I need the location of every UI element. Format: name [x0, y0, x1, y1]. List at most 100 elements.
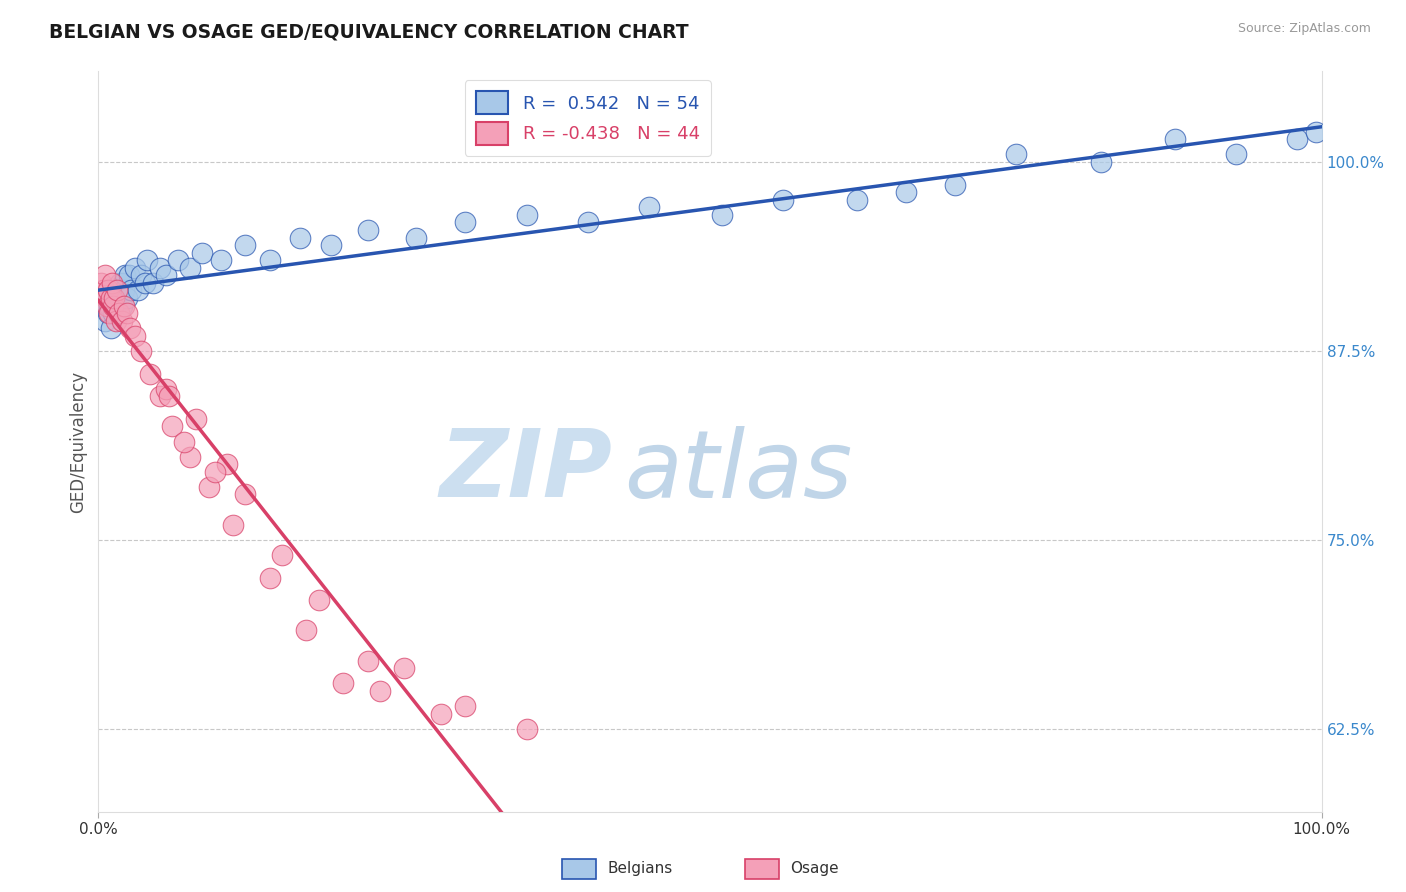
Point — [112, 299, 135, 313]
Point — [107, 306, 129, 320]
Point — [204, 465, 226, 479]
Point — [139, 367, 162, 381]
Point — [233, 487, 256, 501]
Text: atlas: atlas — [624, 425, 852, 516]
Point — [157, 389, 180, 403]
Text: BELGIAN VS OSAGE GED/EQUIVALENCY CORRELATION CHART: BELGIAN VS OSAGE GED/EQUIVALENCY CORRELA… — [49, 22, 689, 41]
Point — [115, 306, 138, 320]
Point — [104, 313, 127, 327]
Point — [1164, 132, 1187, 146]
Point — [111, 313, 134, 327]
Point — [111, 276, 134, 290]
FancyBboxPatch shape — [562, 859, 596, 879]
Point — [173, 434, 195, 449]
Point — [120, 321, 142, 335]
Point — [108, 284, 131, 298]
Point — [124, 328, 146, 343]
Point — [149, 260, 172, 275]
Point — [93, 268, 115, 283]
Point — [100, 321, 122, 335]
Point — [186, 412, 208, 426]
Point — [1286, 132, 1309, 146]
Point — [118, 268, 141, 283]
Point — [209, 253, 232, 268]
Point — [772, 193, 794, 207]
Point — [160, 419, 183, 434]
Point — [104, 299, 127, 313]
Point — [368, 683, 391, 698]
Point — [845, 193, 868, 207]
Point — [1004, 147, 1026, 161]
Point — [120, 284, 142, 298]
Y-axis label: GED/Equivalency: GED/Equivalency — [69, 370, 87, 513]
Point — [454, 215, 477, 229]
Point — [197, 480, 219, 494]
Point — [259, 570, 281, 584]
Point — [105, 284, 128, 298]
Text: Belgians: Belgians — [607, 862, 672, 876]
Point — [124, 260, 146, 275]
Text: ZIP: ZIP — [439, 425, 612, 517]
Point — [516, 208, 538, 222]
Point — [96, 291, 118, 305]
Point — [90, 276, 112, 290]
Point — [191, 245, 214, 260]
Point — [516, 722, 538, 736]
Point — [1225, 147, 1247, 161]
Point — [356, 654, 378, 668]
Point — [1090, 155, 1112, 169]
Point — [155, 268, 177, 283]
FancyBboxPatch shape — [745, 859, 779, 879]
Point — [97, 306, 120, 320]
Point — [105, 284, 128, 298]
Point — [332, 676, 354, 690]
Point — [142, 276, 165, 290]
Text: Osage: Osage — [790, 862, 839, 876]
Point — [454, 698, 477, 713]
Point — [101, 276, 124, 290]
Point — [94, 291, 117, 305]
Point — [319, 238, 342, 252]
Point — [129, 343, 152, 358]
Point — [295, 624, 318, 638]
Point — [101, 284, 124, 298]
Text: Source: ZipAtlas.com: Source: ZipAtlas.com — [1237, 22, 1371, 36]
Point — [110, 276, 132, 290]
Point — [91, 299, 114, 313]
Point — [115, 291, 138, 305]
Legend: R =  0.542   N = 54, R = -0.438   N = 44: R = 0.542 N = 54, R = -0.438 N = 44 — [465, 80, 710, 156]
Point — [430, 706, 453, 721]
Point — [270, 548, 294, 562]
Point — [149, 389, 172, 403]
Point — [259, 253, 281, 268]
Point — [290, 230, 312, 244]
Point — [392, 661, 416, 675]
Point — [356, 223, 378, 237]
Point — [179, 260, 201, 275]
Point — [637, 200, 661, 214]
Point — [96, 299, 118, 313]
Point — [308, 593, 330, 607]
Point — [222, 517, 245, 532]
Point — [101, 299, 124, 313]
Point — [136, 253, 159, 268]
Point — [111, 299, 134, 313]
Point — [129, 268, 152, 283]
Point — [127, 284, 149, 298]
Point — [1305, 125, 1327, 139]
Point — [97, 284, 120, 298]
Point — [155, 382, 177, 396]
Point — [167, 253, 190, 268]
Point — [108, 306, 131, 320]
Point — [100, 291, 122, 305]
Point — [114, 268, 136, 283]
Point — [98, 306, 121, 320]
Point — [91, 284, 114, 298]
Point — [576, 215, 599, 229]
Point — [943, 178, 966, 192]
Point — [711, 208, 734, 222]
Point — [179, 450, 201, 464]
Point — [405, 230, 427, 244]
Point — [112, 284, 135, 298]
Point — [134, 276, 156, 290]
